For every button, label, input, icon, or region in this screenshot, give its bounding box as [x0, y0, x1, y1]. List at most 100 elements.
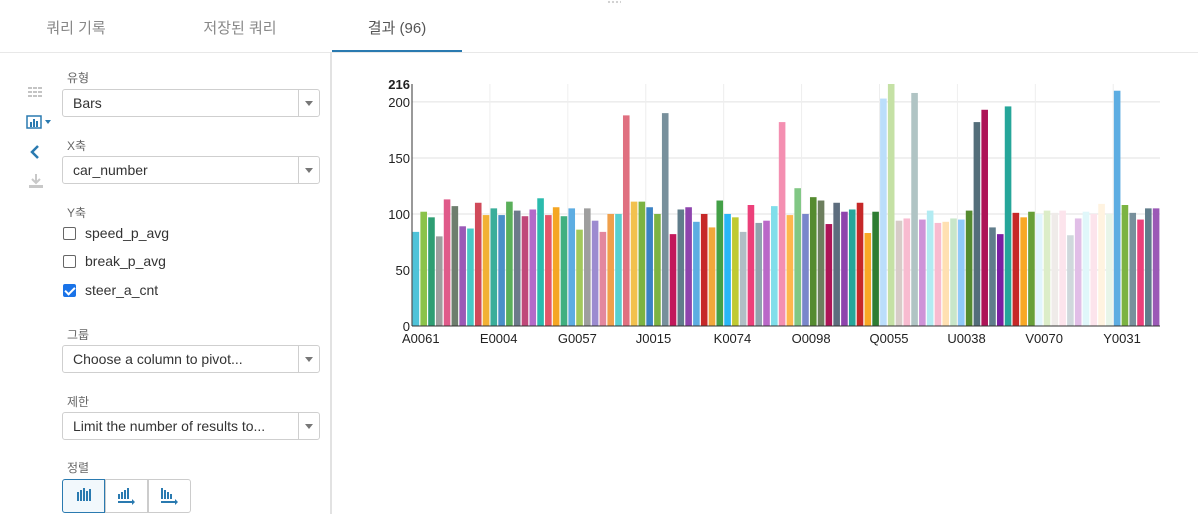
bar: [989, 227, 996, 326]
sort-buttons: [62, 479, 192, 513]
sort-label: 정렬: [67, 461, 90, 475]
bar: [412, 231, 420, 326]
result-tabs: 쿼리 기록 저장된 쿼리 결과 (96): [0, 0, 1198, 52]
bar: [1004, 106, 1012, 326]
bar: [459, 226, 466, 326]
chart-settings-panel: 유형 Bars X축 car_number Y축 speed_p_avg bre…: [62, 62, 324, 517]
bar: [895, 220, 903, 326]
bar: [552, 207, 560, 326]
sort-default-button[interactable]: [62, 479, 105, 513]
steer-checkbox[interactable]: [63, 284, 76, 297]
chevron-down-icon: [298, 157, 319, 183]
bar: [622, 115, 630, 327]
x-tick-label: G0057: [558, 331, 597, 346]
bar: [747, 205, 755, 326]
bar: [926, 210, 934, 326]
break-checkbox[interactable]: [63, 255, 76, 268]
bar: [732, 217, 739, 326]
bar: [1059, 210, 1066, 326]
y-tick-label: 100: [388, 207, 410, 222]
x-tick-label: Y0031: [1103, 331, 1141, 346]
bar: [1012, 212, 1020, 326]
panel-divider[interactable]: [330, 52, 332, 514]
bar-chart-icon[interactable]: [26, 114, 56, 132]
bar: [880, 98, 887, 326]
y-axis-label: Y축: [67, 206, 87, 220]
bar: [950, 218, 957, 326]
y-tick-label: 200: [388, 95, 410, 110]
bar: [965, 210, 973, 326]
bar: [973, 122, 981, 326]
bar: [506, 201, 513, 326]
bars-default-icon: [77, 488, 91, 501]
bar: [435, 236, 443, 326]
x-axis-select[interactable]: car_number: [62, 156, 320, 184]
bar: [529, 209, 537, 326]
bar: [568, 208, 576, 326]
bar: [685, 207, 692, 326]
drag-handle[interactable]: [607, 0, 621, 5]
sort-descending-icon: [161, 488, 178, 505]
bar: [778, 122, 786, 326]
bar: [646, 207, 653, 326]
bar: [817, 200, 825, 326]
bar: [755, 222, 763, 326]
y-option-steer[interactable]: steer_a_cnt: [62, 281, 262, 301]
download-icon[interactable]: [26, 172, 46, 190]
y-tick-label: 0: [403, 319, 410, 334]
bar: [693, 221, 700, 326]
y-option-speed[interactable]: speed_p_avg: [62, 224, 262, 244]
type-label: 유형: [67, 71, 90, 85]
bar-chart: 0 50 100 150 200 216 A0061 E0004 G0057 J0015 K0074…: [388, 77, 1168, 350]
bar: [420, 211, 427, 326]
bar: [903, 218, 911, 326]
bar: [739, 231, 747, 326]
bar: [474, 202, 482, 326]
x-tick-label: E0004: [480, 331, 518, 346]
chevron-left-icon[interactable]: [26, 143, 46, 161]
bar: [630, 201, 638, 326]
bar: [1074, 218, 1082, 326]
bar: [1113, 90, 1121, 326]
bar: [708, 227, 716, 326]
bar: [825, 224, 833, 326]
bar: [841, 211, 848, 326]
bar: [638, 201, 646, 326]
bar: [482, 215, 490, 326]
bar: [584, 208, 591, 326]
sort-descending-button[interactable]: [148, 479, 191, 513]
bar: [763, 220, 770, 326]
chart-type-select[interactable]: Bars: [62, 89, 320, 117]
y-tick-label: 216: [388, 78, 410, 92]
bar: [615, 213, 622, 326]
bar: [599, 231, 607, 326]
bar: [428, 217, 435, 326]
sort-ascending-button[interactable]: [105, 479, 148, 513]
bar: [1043, 210, 1051, 326]
group-select[interactable]: Choose a column to pivot...: [62, 345, 320, 373]
bar: [537, 198, 544, 326]
bar: [490, 208, 498, 326]
bar: [1090, 213, 1098, 326]
tab-saved-queries[interactable]: 저장된 쿼리: [203, 20, 277, 37]
bar: [607, 213, 614, 326]
x-tick-label: V0070: [1025, 331, 1063, 346]
x-tick-label: U0038: [947, 331, 985, 346]
bar: [934, 222, 942, 326]
grid-icon[interactable]: [26, 84, 46, 102]
speed-checkbox[interactable]: [63, 227, 76, 240]
bar: [1121, 205, 1129, 326]
y-tick-label: 150: [388, 151, 410, 166]
tab-results[interactable]: 결과 (96): [332, 0, 462, 52]
tab-query-history[interactable]: 쿼리 기록: [46, 20, 106, 37]
bar: [724, 213, 731, 326]
bar: [669, 234, 677, 326]
bar: [716, 200, 724, 326]
bar: [848, 209, 856, 326]
bar: [809, 197, 817, 326]
limit-select[interactable]: Limit the number of results to...: [62, 412, 320, 440]
bar: [1106, 213, 1113, 326]
y-option-break[interactable]: break_p_avg: [62, 252, 262, 272]
bar: [1028, 211, 1035, 326]
bar: [911, 92, 918, 326]
